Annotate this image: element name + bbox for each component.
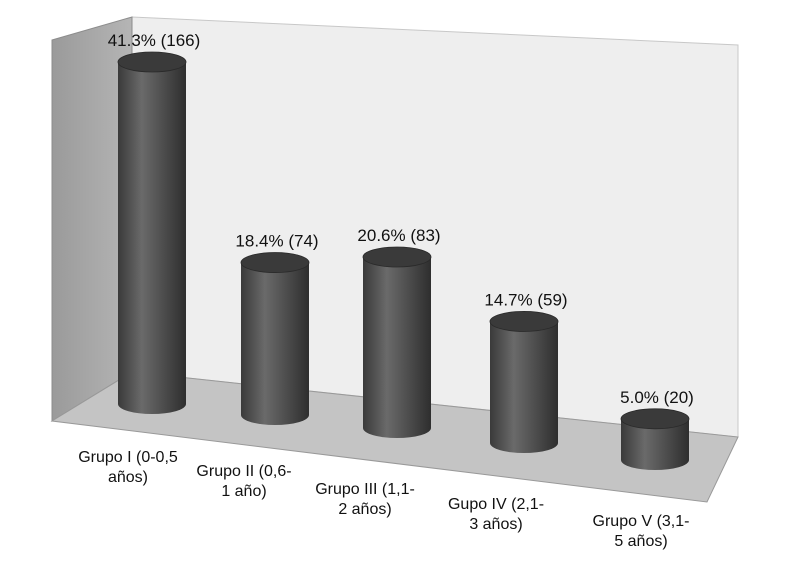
bar-body bbox=[118, 62, 186, 414]
category-label: Grupo III (1,1-2 años) bbox=[315, 481, 415, 518]
data-label: 14.7% (59) bbox=[484, 290, 567, 309]
bar-top bbox=[362, 246, 432, 268]
category-labels-group: Grupo I (0-0,5 años) Grupo II (0,6-1 año) G… bbox=[78, 449, 689, 550]
bar-5 bbox=[620, 408, 690, 470]
bars-group bbox=[117, 51, 690, 470]
bar-1 bbox=[117, 51, 187, 414]
data-label: 18.4% (74) bbox=[235, 232, 318, 251]
category-label: Grupo V (3,1-5 años) bbox=[593, 513, 690, 550]
category-label: Gupo IV (2,1-3 años) bbox=[448, 496, 544, 533]
bar-body bbox=[241, 262, 309, 425]
data-label: 20.6% (83) bbox=[357, 226, 440, 245]
data-labels-group: 41.3% (166) 18.4% (74) 20.6% (83) 14.7% (59… bbox=[108, 31, 694, 407]
bar-top bbox=[489, 311, 559, 332]
bar-top bbox=[117, 51, 187, 73]
category-label: Grupo II (0,6-1 año) bbox=[196, 463, 291, 500]
bar-4 bbox=[489, 311, 559, 453]
bar-body bbox=[621, 418, 689, 470]
bar-body bbox=[363, 257, 431, 438]
data-label: 41.3% (166) bbox=[108, 31, 201, 50]
bar-top bbox=[240, 252, 310, 273]
data-label: 5.0% (20) bbox=[620, 388, 694, 407]
bar-2 bbox=[240, 252, 310, 425]
bar-top bbox=[620, 408, 690, 430]
bar-body bbox=[490, 321, 558, 453]
category-label: Grupo I (0-0,5 años) bbox=[78, 449, 178, 486]
bar-3 bbox=[362, 246, 432, 438]
